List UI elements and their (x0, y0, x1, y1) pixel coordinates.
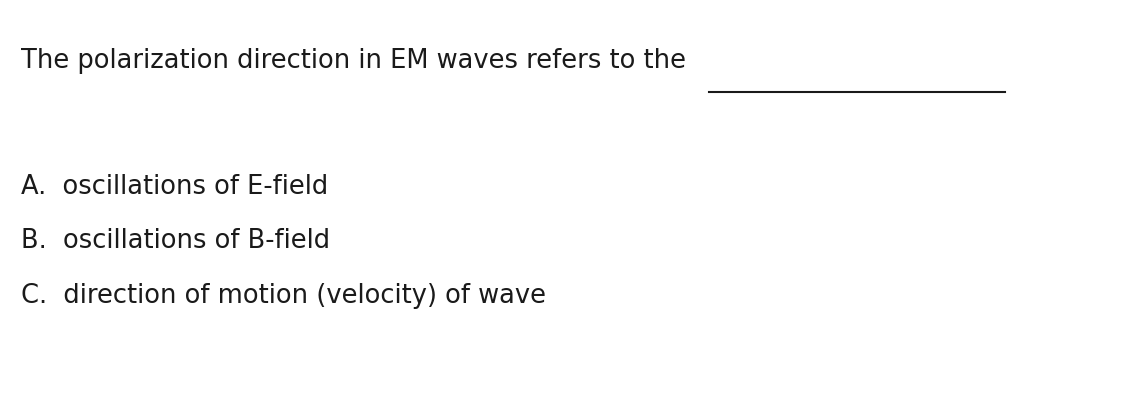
Text: C.  direction of motion (velocity) of wave: C. direction of motion (velocity) of wav… (21, 283, 545, 309)
Text: The polarization direction in EM waves refers to the: The polarization direction in EM waves r… (21, 48, 685, 74)
Text: A.  oscillations of E-field: A. oscillations of E-field (21, 174, 328, 200)
Text: B.  oscillations of B-field: B. oscillations of B-field (21, 228, 329, 255)
